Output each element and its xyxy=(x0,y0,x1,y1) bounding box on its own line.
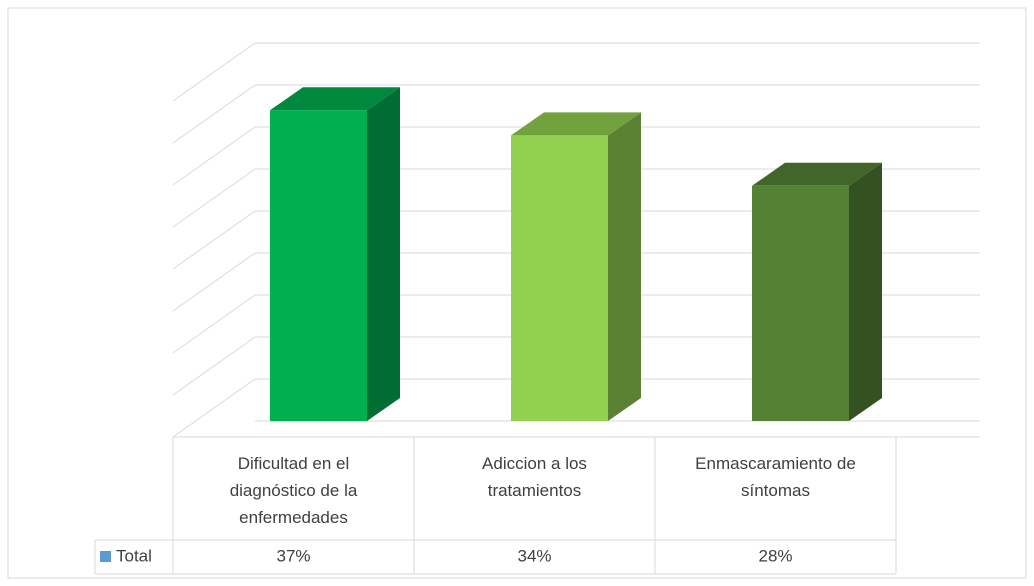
bar-top xyxy=(752,162,882,186)
value-label: 37% xyxy=(276,546,310,565)
bar-top xyxy=(270,87,400,111)
category-label: Dificultad en el diagnóstico de la enfer… xyxy=(229,454,358,527)
bar xyxy=(511,135,608,421)
grid-line-side xyxy=(172,294,256,354)
grid-line-side xyxy=(172,126,256,186)
category-label: Adiccion a los tratamientos xyxy=(482,454,587,500)
bar-top xyxy=(511,112,641,136)
category-label: Enmascaramiento de síntomas xyxy=(695,454,856,500)
bar-side xyxy=(849,162,882,422)
grid-line-side xyxy=(172,84,256,144)
bar xyxy=(752,185,849,421)
grid-line-side xyxy=(172,210,256,270)
grid-line-side xyxy=(172,168,256,228)
legend-label: Total xyxy=(116,546,152,565)
grid-line-side xyxy=(172,252,256,312)
value-label: 28% xyxy=(758,546,792,565)
legend-key xyxy=(100,551,111,562)
grid-line-side xyxy=(172,336,256,396)
grid-line-side xyxy=(172,42,256,102)
grid-line-side xyxy=(172,378,256,438)
bar-side xyxy=(367,87,400,421)
value-label: 34% xyxy=(517,546,551,565)
bar xyxy=(270,110,367,421)
bar-side xyxy=(608,112,641,422)
